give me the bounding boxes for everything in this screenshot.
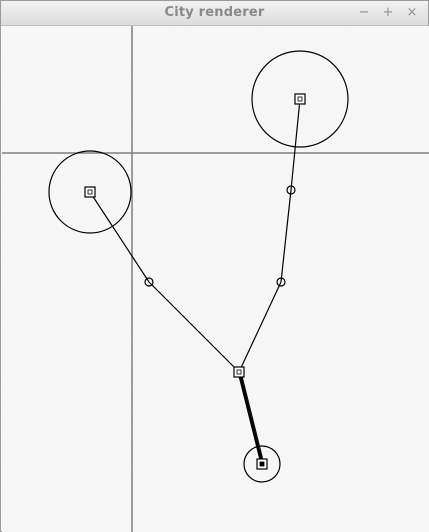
city-render-svg (2, 26, 429, 532)
minimize-button[interactable]: − (358, 5, 370, 20)
window-controls: − + × (356, 4, 420, 22)
node-center-inner (236, 369, 242, 375)
render-canvas[interactable] (2, 26, 429, 532)
control-point-lower-right[interactable] (276, 277, 286, 287)
node-top-right[interactable] (294, 93, 306, 105)
title-bar[interactable]: City renderer − + × (1, 1, 428, 26)
edge-top-to-upper-mid (290, 98, 301, 191)
node-center[interactable] (233, 366, 245, 378)
close-button[interactable]: × (406, 5, 418, 20)
node-top-right-inner (297, 96, 303, 102)
node-left-inner (87, 189, 93, 195)
control-point-left-mid[interactable] (144, 277, 154, 287)
edge-left-to-mid (89, 191, 150, 283)
node-bottom-inner (259, 461, 265, 467)
edge-lower-mid-to-center (238, 281, 282, 373)
radius-circle-bottom (243, 445, 281, 483)
edge-upper-mid-to-lower-mid (280, 189, 292, 283)
node-left[interactable] (84, 186, 96, 198)
edge-mid-to-center (148, 281, 240, 373)
canvas-noise (2, 26, 429, 532)
control-point-upper-right[interactable] (286, 185, 296, 195)
maximize-button[interactable]: + (382, 5, 394, 20)
window-title: City renderer (164, 5, 265, 20)
edge-center-to-bottom-double (240, 371, 265, 465)
radius-circle-top-right (251, 50, 349, 148)
radius-circle-left (48, 150, 132, 234)
edge-center-to-bottom-thick (237, 371, 264, 465)
